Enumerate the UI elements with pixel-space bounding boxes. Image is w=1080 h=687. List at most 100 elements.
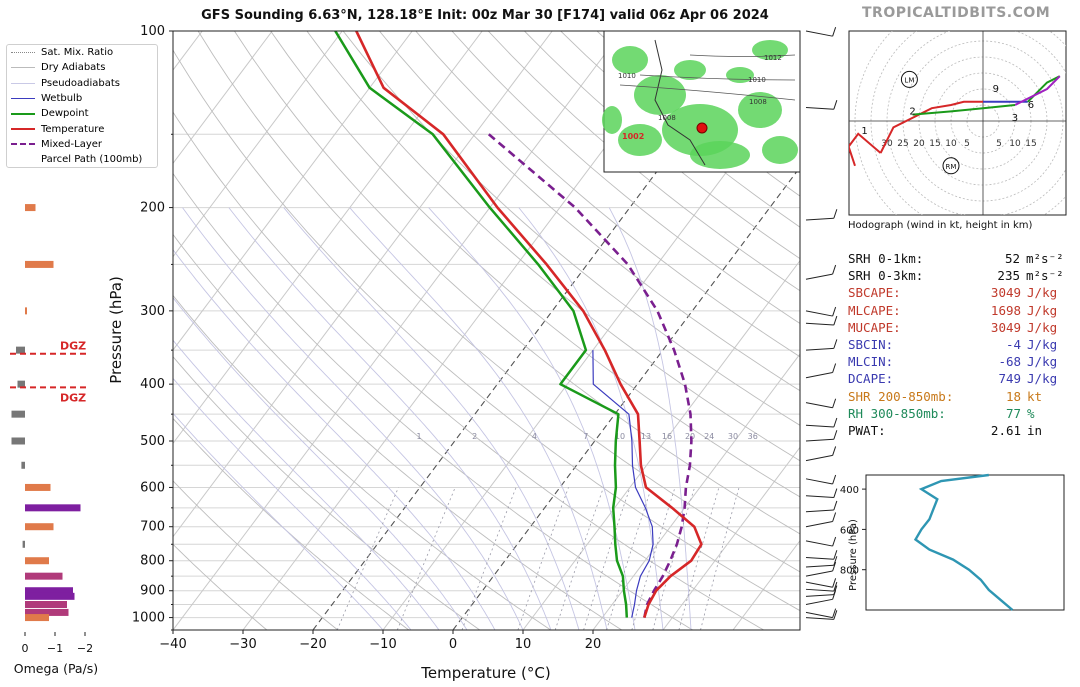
isobar-label: 1008 bbox=[749, 98, 767, 106]
moist-adiabat bbox=[173, 412, 384, 630]
stat-row: SHR 200-850mb: 18 kt bbox=[848, 388, 1063, 405]
mixing-ratio-label: 10 bbox=[615, 432, 625, 441]
dry-adiabat bbox=[306, 31, 800, 462]
precip-area bbox=[602, 106, 622, 134]
wind-barb-staff bbox=[805, 424, 834, 428]
y-tick-label: 900 bbox=[140, 584, 165, 599]
omega-bar bbox=[25, 204, 36, 212]
hodograph-trace bbox=[1014, 75, 1061, 106]
mixing-ratio-line bbox=[396, 487, 456, 630]
omega-tick-label: −2 bbox=[77, 642, 93, 655]
x-tick-label: −20 bbox=[299, 637, 326, 652]
omega-bar bbox=[25, 504, 81, 512]
stat-value: 3049 bbox=[990, 285, 1022, 301]
wind-barb-flag bbox=[833, 339, 838, 349]
hodograph-height-label: 1 bbox=[861, 126, 867, 137]
omega-tick-label: −1 bbox=[47, 642, 63, 655]
wind-barb-staff bbox=[805, 217, 834, 221]
legend: Sat. Mix. Ratio Dry Adiabats Pseudoadiab… bbox=[6, 44, 158, 168]
legend-item-wetbulb: Wetbulb bbox=[7, 91, 157, 106]
mixing-ratio-line bbox=[678, 487, 720, 630]
stat-row: MLCIN: -68 J/kg bbox=[848, 353, 1063, 370]
wind-barb-flag bbox=[832, 512, 837, 522]
stat-label: MUCAPE: bbox=[848, 319, 901, 335]
isotherm-line bbox=[662, 446, 800, 630]
wind-barb-staff bbox=[805, 598, 833, 605]
isobar-contour bbox=[619, 84, 796, 101]
x-tick-label: −10 bbox=[369, 637, 396, 652]
coastline bbox=[654, 39, 706, 166]
y-tick-label: 700 bbox=[140, 520, 165, 535]
legend-label: Mixed-Layer bbox=[41, 138, 103, 150]
wind-barb-staff bbox=[805, 372, 833, 379]
wind-barb-staff bbox=[805, 509, 834, 513]
isotherm-line bbox=[452, 166, 800, 630]
stat-value: 18 bbox=[1005, 388, 1022, 404]
isotherm-line bbox=[173, 31, 203, 71]
stat-unit: J/kg bbox=[1027, 337, 1058, 353]
precip-area bbox=[752, 40, 788, 60]
isotherm-line bbox=[173, 31, 553, 538]
stat-value: 52 bbox=[1004, 251, 1020, 266]
omega-bar bbox=[25, 592, 75, 600]
wind-barb-staff bbox=[805, 402, 833, 409]
stat-row: RH 300-850mb: 77% bbox=[848, 405, 1063, 422]
stat-row: MUCAPE: 3049 J/kg bbox=[848, 319, 1063, 336]
omega-bar bbox=[25, 601, 67, 609]
hodograph-caption: Hodograph (wind in kt, height in km) bbox=[848, 220, 1033, 231]
stat-unit: J/kg bbox=[1027, 354, 1058, 370]
omega-axis-label: Omega (Pa/s) bbox=[14, 661, 98, 676]
mixing-ratio-label: 16 bbox=[662, 432, 672, 441]
y-tick-label: 500 bbox=[140, 434, 165, 449]
legend-item-temperature: Temperature bbox=[7, 121, 157, 136]
mixing-ratio-label: 36 bbox=[748, 432, 758, 441]
wind-barb-flag bbox=[833, 430, 838, 440]
stat-label: RH 300-850mb: bbox=[848, 405, 946, 421]
stat-value: 1698 bbox=[990, 302, 1022, 318]
precip-area bbox=[738, 92, 782, 128]
mixing-ratio-line bbox=[554, 487, 604, 630]
stat-label: SHR 200-850mb: bbox=[848, 388, 954, 404]
omega-bar bbox=[22, 540, 25, 548]
inset-y-tick-label: 600 bbox=[840, 525, 859, 536]
precip-area bbox=[762, 136, 798, 164]
dry-adiabat bbox=[173, 543, 268, 630]
stat-value: 749 bbox=[998, 371, 1022, 387]
wind-barb-staff bbox=[805, 478, 833, 485]
stat-row: DCAPE: 749 J/kg bbox=[848, 370, 1063, 387]
y-tick-label: 400 bbox=[140, 377, 165, 392]
wind-barb-flag bbox=[832, 398, 837, 408]
mixing-ratio-line bbox=[583, 487, 631, 630]
isobar-label: 1008 bbox=[658, 114, 676, 122]
wind-barb-staff bbox=[805, 273, 833, 280]
moist-adiabat bbox=[428, 207, 636, 630]
legend-item-dry-adiabats: Dry Adiabats bbox=[7, 60, 157, 75]
hodograph-ring-label: 10 bbox=[945, 139, 957, 149]
right-mover-label: RM bbox=[946, 163, 957, 171]
inset-frame bbox=[865, 474, 1065, 611]
legend-label: Pseudoadiabats bbox=[41, 77, 121, 89]
wind-barb-staff bbox=[805, 347, 834, 351]
legend-label: Dry Adiabats bbox=[41, 62, 106, 74]
stat-unit: J/kg bbox=[1027, 302, 1058, 318]
wind-barb-flag bbox=[833, 610, 838, 620]
wind-barb-staff bbox=[805, 540, 833, 547]
stat-label: MLCIN: bbox=[848, 354, 894, 370]
stat-unit: m²s⁻² bbox=[1026, 251, 1064, 266]
wind-barb-flag bbox=[833, 209, 838, 219]
dewpoint-line bbox=[334, 31, 629, 618]
omega-bar bbox=[25, 260, 54, 268]
wind-barb-flag bbox=[832, 590, 837, 600]
dry-adiabat bbox=[451, 31, 800, 324]
wind-barb-flag bbox=[833, 417, 838, 428]
hodograph-plot: 30 25 20 15 10 5 5 10 15 1 2 36 9 LM RM bbox=[849, 31, 1066, 215]
wind-barb-staff bbox=[805, 564, 834, 568]
precip-area bbox=[612, 46, 648, 74]
y-tick-label: 300 bbox=[140, 304, 165, 319]
dry-adiabat bbox=[173, 172, 694, 630]
dgz-label-bottom: DGZ bbox=[60, 391, 86, 404]
hodograph-height-label: 3 bbox=[1012, 113, 1018, 124]
low-pressure-label: 1002 bbox=[622, 132, 644, 141]
isotherm-line bbox=[0, 31, 62, 630]
